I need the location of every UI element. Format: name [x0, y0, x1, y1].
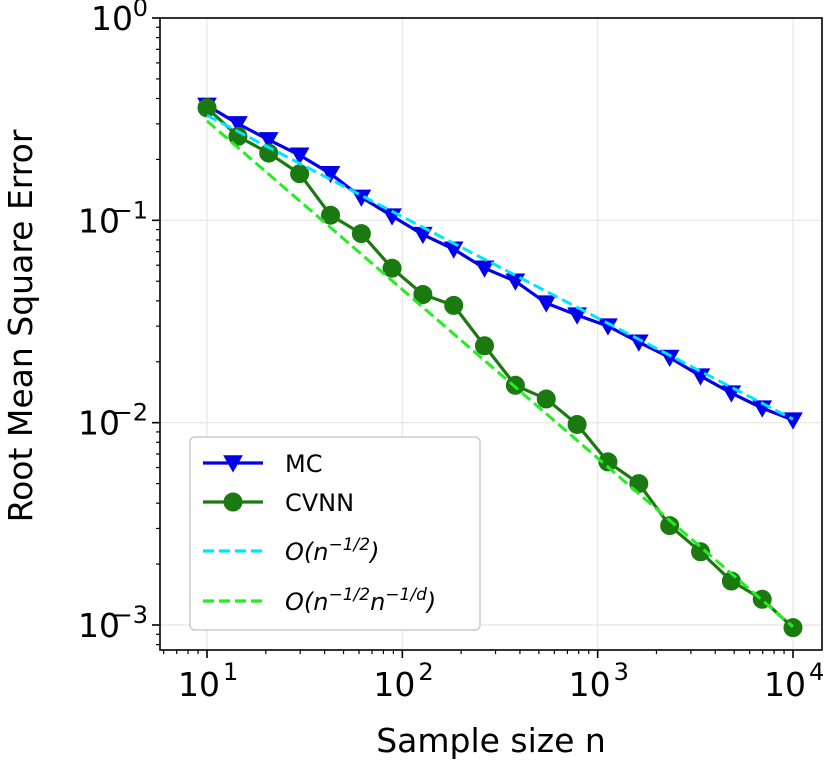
x-axis-label: Sample size n [376, 721, 606, 760]
y-tick-label: 10 [78, 606, 120, 645]
y-tick-label: 10 [78, 404, 120, 443]
cvnn-point [536, 389, 556, 409]
mc-point [536, 295, 557, 313]
cvnn-point [228, 126, 248, 146]
cvnn-point [351, 224, 371, 244]
mc-point [289, 147, 310, 165]
cvnn-point [474, 336, 494, 356]
y-tick-exponent: −1 [113, 196, 148, 224]
cvnn-point [197, 98, 217, 118]
mc-point [258, 132, 279, 150]
legend-label: O(n−1/2n−1/d) [285, 585, 436, 616]
cvnn-point [598, 452, 618, 472]
mc-point [690, 368, 711, 386]
series-line [206, 119, 794, 628]
x-tick-exponent: 3 [614, 658, 629, 686]
cvnn-point [691, 542, 711, 562]
y-tick-label: 10 [91, 0, 133, 38]
y-tick-exponent: −3 [113, 601, 148, 629]
mc-point [783, 412, 803, 430]
cvnn-point [290, 164, 310, 184]
x-tick-label: 10 [569, 665, 611, 704]
x-tick-label: 10 [764, 665, 806, 704]
series-line [206, 114, 794, 421]
cvnn-point [660, 516, 680, 536]
legend-label: O(n−1/2) [285, 535, 379, 566]
mc-point [228, 116, 248, 134]
legend-box [189, 436, 481, 631]
cvnn-point [444, 295, 464, 315]
series-reference-2 [206, 114, 794, 421]
cvnn-point [783, 618, 803, 638]
x-tick-label: 10 [178, 665, 220, 704]
x-tick-exponent: 4 [809, 658, 824, 686]
y-axis-label: Root Mean Square Error [1, 129, 40, 522]
cvnn-point [567, 414, 587, 434]
legend: MC CVNN O(n−1/2) O(n−1/2n−1/d) [189, 436, 481, 631]
x-tick-label: 10 [373, 665, 415, 704]
cvnn-point [382, 258, 402, 278]
y-tick-exponent: 0 [133, 0, 148, 22]
series-layer [197, 97, 803, 638]
cvnn-point [413, 284, 433, 304]
series-reference-3 [206, 119, 794, 628]
cvnn-point [321, 205, 341, 225]
legend-label: MC [285, 450, 322, 478]
legend-marker [223, 492, 243, 512]
mc-point [721, 385, 742, 403]
mc-point [474, 260, 495, 278]
mc-point [628, 334, 649, 352]
series-mc [197, 97, 803, 430]
plot-frame [159, 17, 823, 651]
x-tick-exponent: 1 [223, 658, 238, 686]
y-tick-label: 10 [78, 201, 120, 240]
x-tick-exponent: 2 [418, 658, 433, 686]
y-tick-exponent: −2 [113, 399, 148, 427]
legend-label: CVNN [285, 489, 354, 517]
mc-point [320, 166, 341, 184]
legend-marker [223, 455, 243, 473]
